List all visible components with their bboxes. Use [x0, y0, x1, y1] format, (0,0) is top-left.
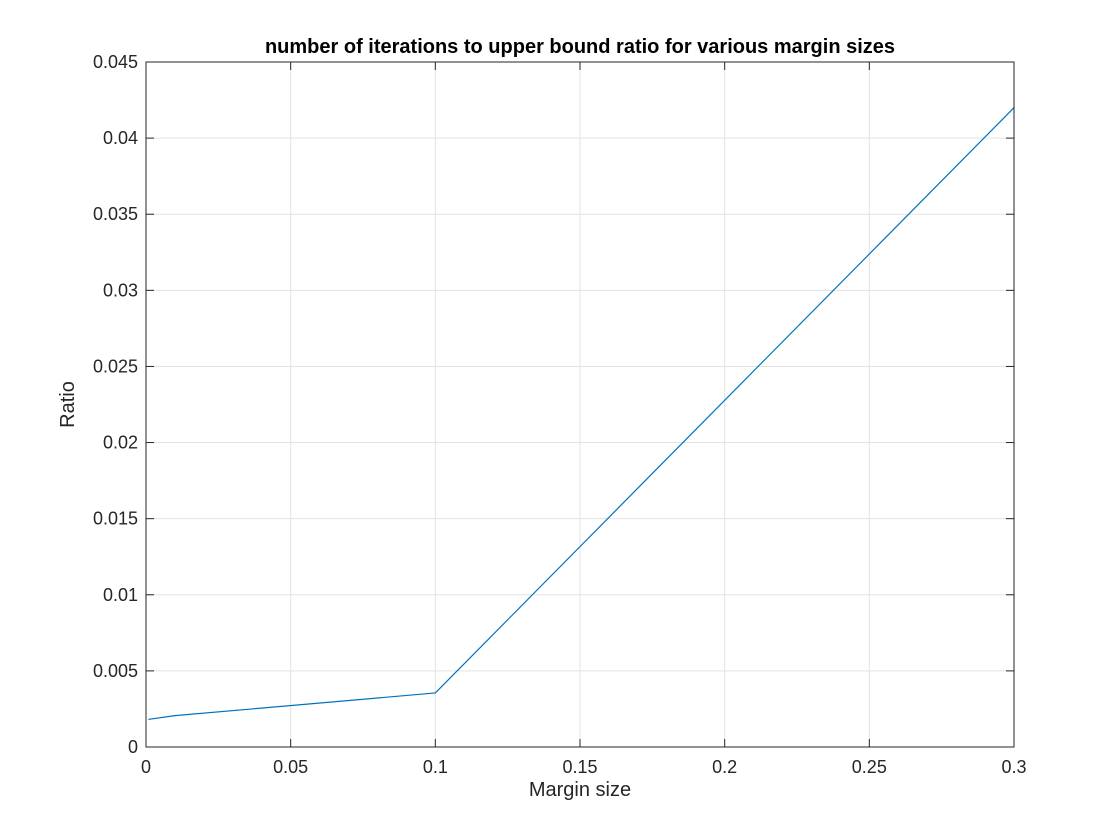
x-tick-label: 0.2: [712, 757, 737, 777]
chart-title: number of iterations to upper bound rati…: [265, 36, 895, 58]
x-tick-label: 0.15: [562, 757, 597, 777]
x-axis-ticks: 0 0.05 0.1 0.15 0.2 0.25 0.3: [141, 62, 1027, 777]
y-tick-label: 0.03: [103, 280, 138, 300]
y-tick-label: 0: [128, 737, 138, 757]
x-tick-label: 0: [141, 757, 151, 777]
y-tick-label: 0.005: [93, 661, 138, 681]
data-point: [148, 718, 150, 720]
x-tick-label: 0.3: [1001, 757, 1026, 777]
y-tick-label: 0.01: [103, 585, 138, 605]
y-axis-ticks: 0 0.005 0.01 0.015 0.02 0.025 0.03 0.035 0.04 0.0…: [93, 52, 1014, 757]
data-point: [434, 692, 436, 694]
y-tick-label: 0.02: [103, 433, 138, 453]
y-axis-title: Ratio: [57, 381, 79, 428]
x-tick-label: 0.25: [852, 757, 887, 777]
series-line: [148, 107, 1015, 720]
y-tick-label: 0.04: [103, 128, 138, 148]
y-tick-label: 0.025: [93, 356, 138, 376]
x-axis-title: Margin size: [529, 779, 631, 801]
data-point: [174, 715, 176, 717]
y-tick-label: 0.015: [93, 509, 138, 529]
y-tick-label: 0.045: [93, 52, 138, 72]
x-tick-label: 0.1: [423, 757, 448, 777]
x-tick-label: 0.05: [273, 757, 308, 777]
y-tick-label: 0.035: [93, 204, 138, 224]
